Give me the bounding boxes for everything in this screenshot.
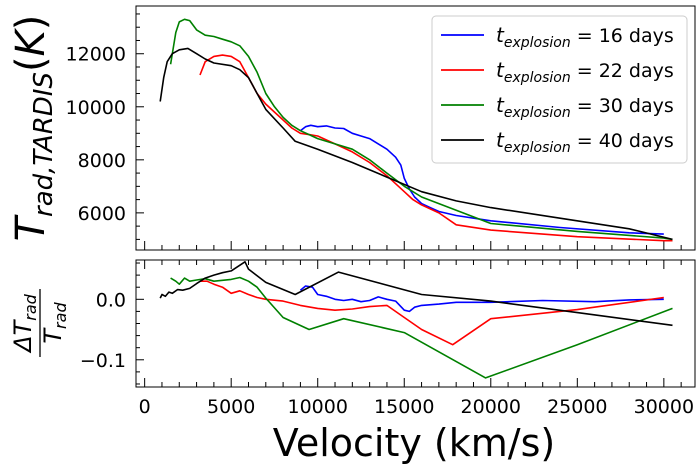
x-tick-label: 25000 — [547, 396, 607, 418]
x-axis-label: Velocity (km/s) — [273, 421, 555, 465]
bottom-y-tick-label: −0.1 — [80, 350, 126, 372]
bottom-panel-frame — [135, 259, 696, 388]
top-series-line-1 — [299, 124, 664, 235]
ylabel-den-sub: rad — [51, 302, 70, 329]
x-tick-label: 15000 — [374, 396, 434, 418]
x-tick-label: 5000 — [207, 396, 255, 418]
bottom-y-axis-label: ΔTrad Trad — [9, 289, 70, 357]
ylabel-numerator: ΔTrad — [9, 293, 40, 353]
legend-label: texplosion = 30 days — [496, 93, 674, 121]
top-y-tick-label: 8000 — [78, 150, 126, 172]
x-tick-label: 30000 — [634, 396, 694, 418]
ylabel-num-sub: rad — [21, 293, 40, 320]
top-y-tick-label: 10000 — [66, 97, 126, 119]
x-tick-label: 20000 — [461, 396, 521, 418]
x-tick-label: 0 — [139, 396, 151, 418]
legend: texplosion = 16 days texplosion = 22 days… — [431, 15, 688, 164]
top-y-tick-label: 12000 — [66, 44, 126, 66]
bottom-y-ticks: −0.1 0.0 — [80, 262, 144, 385]
top-x-ticks — [144, 241, 682, 250]
ylabel-den-main: T — [39, 327, 67, 344]
top-series-line-2 — [199, 54, 673, 242]
bottom-y-tick-label: 0.0 — [96, 289, 126, 311]
bottom-series-group — [159, 260, 673, 379]
legend-label: texplosion = 16 days — [496, 23, 674, 51]
legend-box — [431, 15, 688, 164]
bottom-series-line-3 — [170, 276, 673, 379]
legend-label: texplosion = 22 days — [496, 58, 674, 86]
bottom-x-ticks: 0 5000 10000 15000 20000 25000 30000 — [139, 260, 694, 418]
top-y-axis-label: Trad,TARDIS(K) — [8, 15, 59, 242]
bottom-series-line-2 — [200, 280, 664, 346]
legend-entries: texplosion = 16 days texplosion = 22 days… — [441, 23, 674, 156]
top-series-group — [159, 18, 673, 242]
bottom-series-line-1 — [299, 285, 664, 313]
legend-label: texplosion = 40 days — [496, 128, 674, 156]
ylabel-num-main: ΔT — [9, 318, 37, 353]
top-panel-frame — [135, 5, 696, 251]
top-y-tick-label: 6000 — [78, 203, 126, 225]
bottom-panel: 0 5000 10000 15000 20000 25000 30000 −0.1 0.0 Δ… — [9, 259, 696, 465]
top-series-line-4 — [159, 47, 673, 241]
bottom-series-line-4 — [159, 260, 673, 327]
ylabel-denominator: Trad — [39, 302, 70, 344]
x-tick-label: 10000 — [287, 396, 347, 418]
top-series-line-3 — [169, 18, 673, 241]
top-y-ticks: 6000 8000 10000 12000 — [66, 13, 144, 240]
